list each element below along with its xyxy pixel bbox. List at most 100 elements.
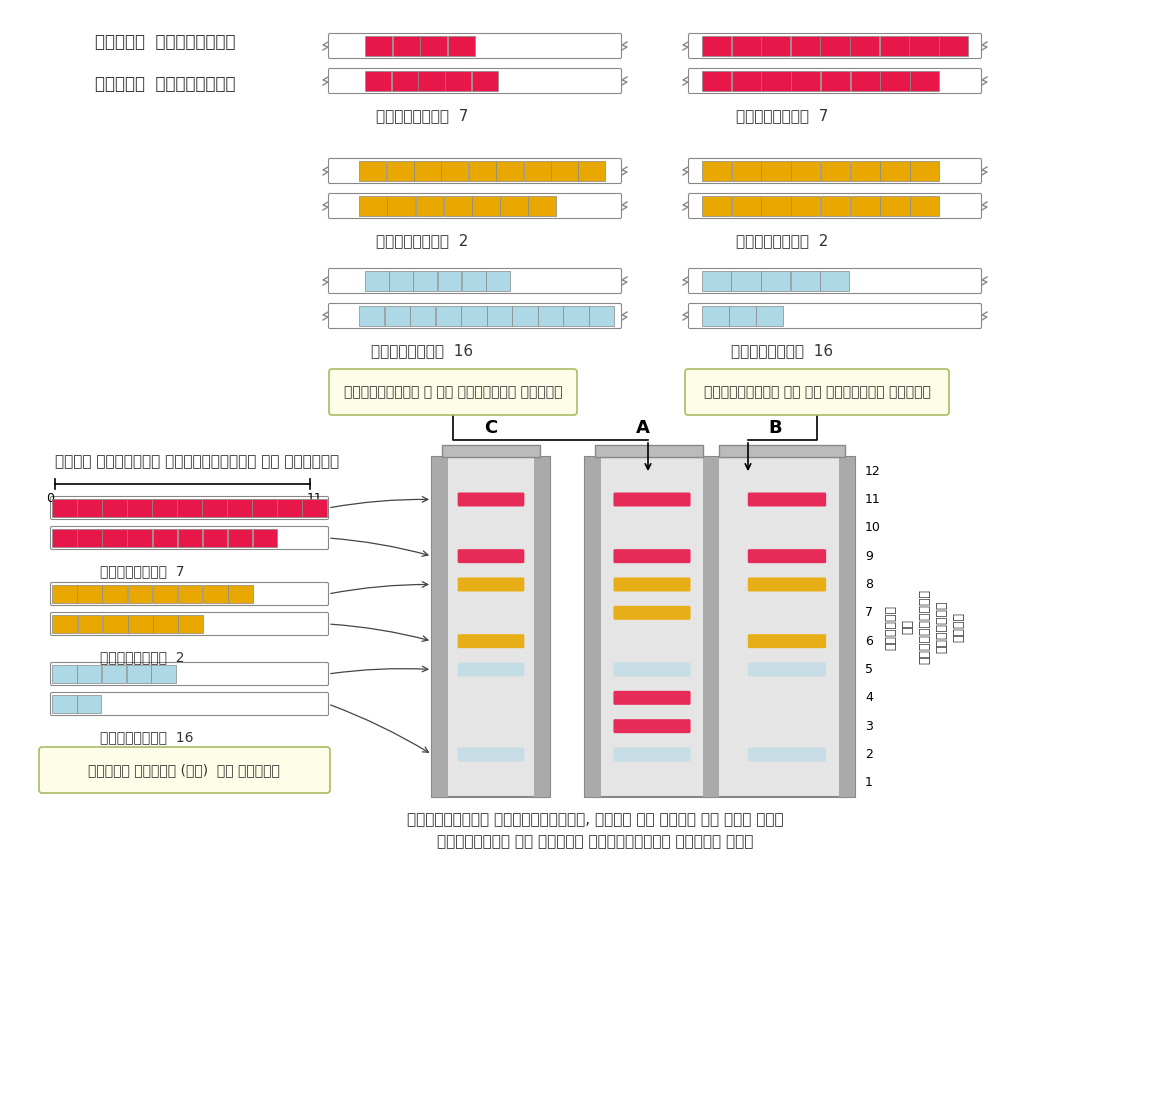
FancyBboxPatch shape xyxy=(457,493,524,506)
Bar xyxy=(761,271,790,291)
Bar xyxy=(77,499,102,517)
Text: प्रवर्धित पुनरावृत्त, आकार के आधार पर जेल में: प्रवर्धित पुनरावृत्त, आकार के आधार पर जे… xyxy=(407,812,783,827)
Bar xyxy=(229,585,253,603)
Bar xyxy=(462,271,485,291)
Bar xyxy=(820,36,850,56)
FancyBboxPatch shape xyxy=(50,613,328,635)
Bar xyxy=(851,161,880,181)
Bar xyxy=(178,615,203,633)
FancyBboxPatch shape xyxy=(613,719,690,733)
Bar xyxy=(253,529,278,547)
FancyBboxPatch shape xyxy=(457,549,524,563)
Text: 0: 0 xyxy=(46,492,54,505)
Bar xyxy=(53,665,76,683)
Bar xyxy=(387,161,414,181)
Bar xyxy=(414,271,437,291)
Bar xyxy=(851,196,880,216)
Bar xyxy=(564,306,588,326)
FancyBboxPatch shape xyxy=(613,663,690,676)
Text: 1: 1 xyxy=(865,776,873,790)
Bar xyxy=(103,615,128,633)
Text: संख्या
की
पुनरावर्तक
अनुबद्ध
छोटे: संख्या की पुनरावर्तक अनुबद्ध छोटे xyxy=(885,589,966,665)
Bar xyxy=(102,585,128,603)
Bar xyxy=(731,36,761,56)
Bar xyxy=(410,306,436,326)
Bar xyxy=(880,71,909,91)
Bar xyxy=(820,196,850,216)
Text: 4: 4 xyxy=(865,692,873,704)
Bar xyxy=(850,36,879,56)
Bar xyxy=(391,71,418,91)
FancyBboxPatch shape xyxy=(613,549,690,563)
Bar xyxy=(77,695,102,713)
Bar xyxy=(472,71,498,91)
Text: A: A xyxy=(636,419,650,437)
FancyBboxPatch shape xyxy=(613,691,690,705)
Bar xyxy=(791,36,820,56)
Bar xyxy=(418,71,444,91)
Bar xyxy=(178,585,203,603)
FancyBboxPatch shape xyxy=(328,268,621,294)
Text: गुणसूत्र  2: गुणसूत्र 2 xyxy=(100,651,184,664)
Bar xyxy=(756,306,783,326)
Bar xyxy=(152,499,177,517)
Bar xyxy=(538,306,563,326)
Bar xyxy=(529,196,556,216)
Bar xyxy=(366,271,389,291)
Bar xyxy=(551,161,578,181)
Bar xyxy=(909,36,939,56)
Bar xyxy=(278,499,302,517)
Bar xyxy=(851,71,880,91)
Bar xyxy=(839,457,856,797)
Bar xyxy=(702,36,731,56)
Bar xyxy=(595,445,703,457)
Bar xyxy=(496,161,523,181)
Text: गुणसूत्र  7: गुणसूत्र 7 xyxy=(100,564,184,578)
FancyBboxPatch shape xyxy=(613,577,690,592)
Bar xyxy=(702,196,731,216)
Bar xyxy=(534,457,550,797)
Bar xyxy=(820,71,850,91)
Bar xyxy=(462,306,486,326)
Text: 2: 2 xyxy=(865,748,873,761)
Text: 11: 11 xyxy=(307,492,322,505)
Text: 9: 9 xyxy=(865,549,873,563)
Bar xyxy=(252,499,277,517)
Text: पैतृक  गुणसूत्र: पैतृक गुणसूत्र xyxy=(95,33,236,51)
Bar xyxy=(366,71,391,91)
Bar xyxy=(731,196,761,216)
Bar xyxy=(151,665,176,683)
Text: गुणसूत्र  7: गुणसूत्र 7 xyxy=(376,108,468,123)
Text: गुणसूत्र  2: गुणसूत्र 2 xyxy=(376,234,468,248)
Bar xyxy=(880,36,909,56)
Text: गुणसूत्र  7: गुणसूत्र 7 xyxy=(736,108,829,123)
Bar xyxy=(762,196,791,216)
Bar xyxy=(729,306,756,326)
FancyBboxPatch shape xyxy=(328,159,621,183)
Text: गुणसूत्र  2: गुणसूत्र 2 xyxy=(736,234,829,248)
Text: गुणसूत्र  16: गुणसूत्र 16 xyxy=(731,342,833,358)
Bar xyxy=(203,499,227,517)
Bar xyxy=(512,306,538,326)
FancyBboxPatch shape xyxy=(328,304,621,328)
FancyBboxPatch shape xyxy=(50,663,328,685)
Bar xyxy=(389,271,413,291)
FancyBboxPatch shape xyxy=(688,193,981,218)
FancyBboxPatch shape xyxy=(748,549,826,563)
Bar xyxy=(421,36,448,56)
Bar xyxy=(77,615,102,633)
Bar xyxy=(585,457,601,797)
Bar xyxy=(128,499,152,517)
Bar xyxy=(178,529,203,547)
Bar xyxy=(227,529,252,547)
Bar xyxy=(909,71,939,91)
Bar xyxy=(393,36,420,56)
FancyBboxPatch shape xyxy=(457,634,524,648)
Bar xyxy=(127,665,151,683)
Bar xyxy=(448,36,475,56)
Bar xyxy=(524,161,551,181)
FancyBboxPatch shape xyxy=(613,747,690,762)
FancyBboxPatch shape xyxy=(328,69,621,93)
Text: 11: 11 xyxy=(865,493,880,506)
Bar xyxy=(703,457,718,797)
